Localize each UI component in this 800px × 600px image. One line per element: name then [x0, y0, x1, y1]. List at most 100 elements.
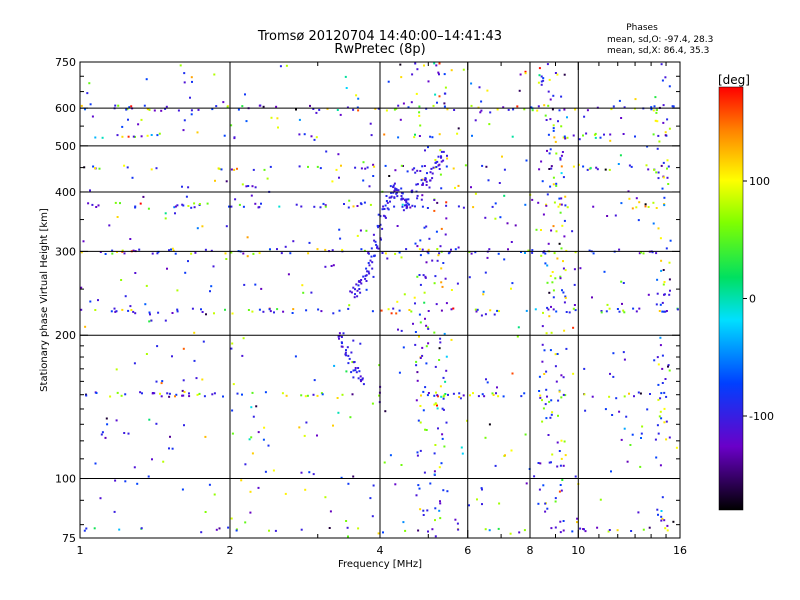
data-point: [354, 293, 356, 296]
data-point: [503, 168, 506, 171]
data-point: [86, 92, 89, 95]
data-point: [389, 454, 392, 457]
data-point: [660, 269, 663, 272]
data-point: [123, 164, 126, 167]
data-point: [164, 212, 167, 215]
data-point: [360, 248, 363, 251]
data-point: [452, 307, 455, 310]
data-point: [305, 421, 308, 424]
data-point: [174, 212, 176, 215]
data-point: [668, 278, 671, 281]
data-point: [432, 104, 435, 107]
data-point: [633, 395, 635, 398]
data-point: [657, 432, 660, 435]
data-point: [251, 391, 254, 394]
data-point: [354, 166, 357, 169]
data-point: [414, 133, 416, 136]
data-point: [618, 99, 621, 102]
data-point: [442, 150, 445, 153]
data-point: [559, 531, 562, 534]
data-point: [436, 101, 438, 104]
data-point: [187, 260, 189, 263]
data-point: [414, 343, 417, 346]
data-point: [378, 364, 381, 367]
data-point: [549, 118, 552, 121]
data-point: [517, 326, 520, 329]
data-point: [134, 312, 137, 315]
data-point: [664, 527, 667, 530]
data-point: [106, 423, 109, 426]
data-point: [260, 287, 263, 290]
data-point: [421, 346, 424, 349]
data-point: [97, 299, 99, 302]
data-point: [125, 108, 128, 111]
data-point: [148, 108, 151, 111]
data-point: [384, 216, 387, 219]
data-point: [352, 376, 355, 379]
data-point: [652, 109, 655, 112]
data-point: [404, 529, 407, 532]
data-point: [414, 205, 416, 208]
data-point: [425, 345, 428, 348]
data-point: [161, 380, 164, 383]
data-point: [454, 186, 456, 189]
data-point: [555, 310, 558, 313]
data-point: [616, 308, 619, 310]
data-point: [225, 258, 228, 260]
data-point: [462, 394, 465, 397]
data-point: [445, 355, 448, 358]
data-point: [254, 186, 257, 189]
data-point: [655, 207, 658, 209]
data-point: [357, 377, 360, 380]
data-point: [114, 479, 117, 482]
data-point: [322, 202, 325, 205]
data-point: [663, 196, 666, 199]
data-point: [518, 89, 521, 92]
data-point: [80, 308, 83, 311]
data-point: [176, 289, 179, 292]
data-point: [477, 106, 480, 109]
data-point: [343, 203, 345, 205]
data-point: [247, 185, 250, 187]
data-point: [592, 205, 595, 208]
data-point: [300, 528, 303, 531]
data-point: [548, 461, 551, 464]
data-point: [445, 369, 448, 372]
data-point: [356, 205, 359, 207]
data-point: [551, 271, 554, 273]
data-point: [188, 395, 191, 398]
data-point: [433, 282, 436, 285]
data-point: [223, 134, 226, 137]
data-point: [436, 407, 439, 410]
data-point: [145, 78, 148, 81]
data-point: [121, 249, 124, 252]
data-point: [400, 329, 403, 332]
data-point: [134, 135, 136, 138]
data-point: [548, 315, 551, 318]
data-point: [444, 86, 447, 89]
data-point: [623, 427, 626, 430]
data-point: [574, 108, 577, 111]
data-point: [656, 424, 659, 427]
data-point: [182, 204, 185, 207]
data-point: [332, 312, 335, 315]
data-point: [345, 354, 348, 357]
data-point: [491, 205, 494, 208]
data-point: [153, 109, 156, 112]
data-point: [276, 117, 279, 120]
data-point: [198, 392, 201, 395]
data-point: [424, 149, 426, 152]
data-point: [354, 288, 356, 291]
data-point: [147, 207, 150, 210]
data-point: [547, 308, 550, 311]
data-point: [155, 422, 158, 425]
data-point: [616, 529, 619, 532]
data-point: [385, 109, 388, 112]
data-point: [548, 400, 551, 403]
data-point: [518, 531, 521, 534]
data-point: [560, 165, 563, 168]
data-point: [340, 164, 342, 167]
data-point: [560, 203, 563, 206]
data-point: [444, 393, 447, 395]
data-point: [566, 206, 569, 209]
